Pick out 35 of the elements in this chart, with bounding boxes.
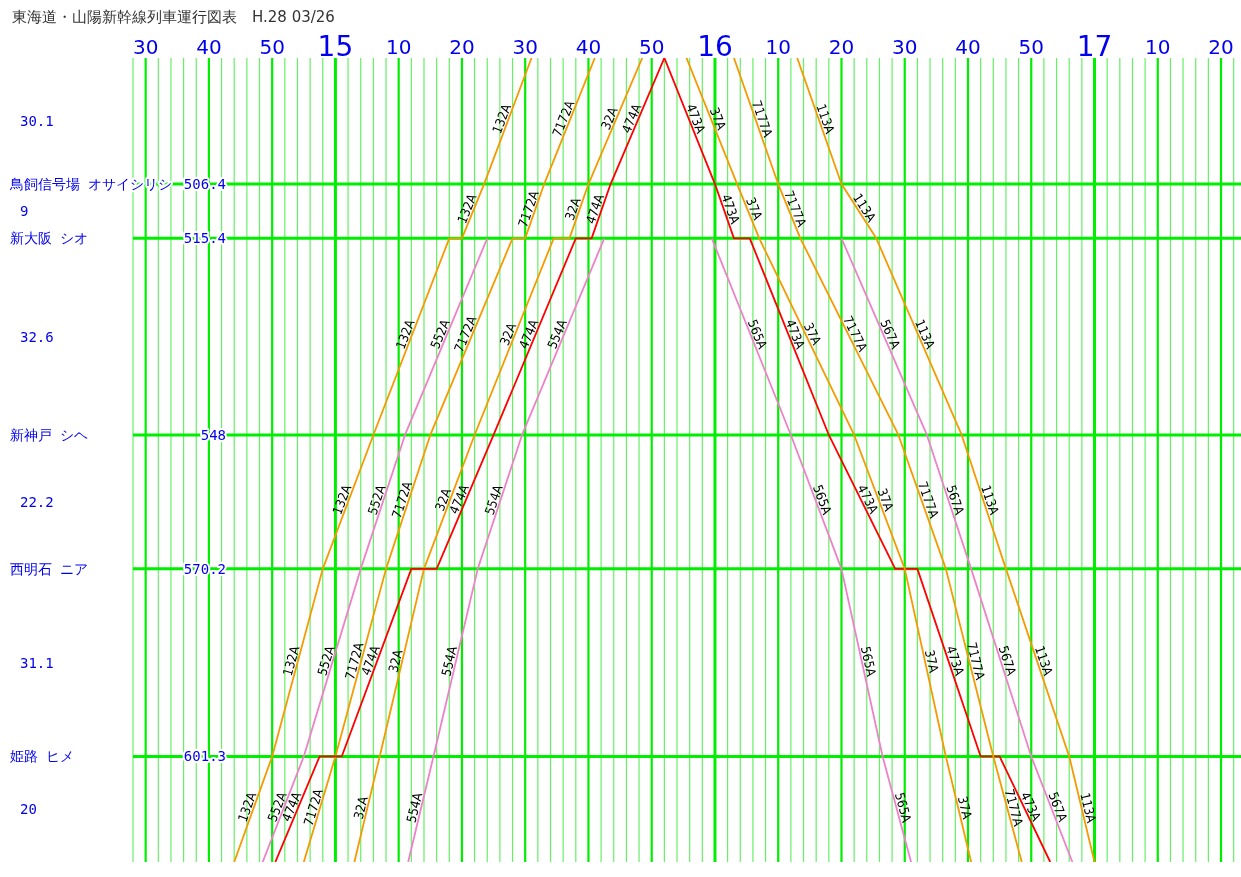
text: 31.1	[20, 654, 54, 671]
x-tick-label: 40	[955, 35, 981, 59]
x-tick-label: 30	[892, 35, 918, 59]
text: 37A	[742, 195, 766, 223]
x-tick-label: 20	[449, 35, 475, 59]
x-tick-label: 20	[828, 35, 855, 59]
text: 37A	[706, 105, 730, 133]
x-tick-label: 20	[1208, 35, 1234, 59]
x-tick-label: 10	[385, 35, 412, 59]
chart-title: 東海道・山陽新幹線列車運行図表 H.28 03/26	[12, 8, 335, 26]
x-tick-label: 30	[132, 35, 159, 59]
x-tick-label: 30	[512, 35, 538, 59]
x-tick-label: 50	[1018, 35, 1044, 59]
x-tick-label: 50	[259, 35, 285, 59]
text: 37A	[921, 648, 942, 675]
y-tick-label: 506.4	[183, 176, 226, 193]
text: 20	[20, 801, 37, 818]
text: 22.2	[20, 493, 54, 510]
y-tick-label: 548	[200, 426, 226, 443]
x-tick-label: 40	[196, 35, 222, 59]
text: 新大阪 シオ	[10, 230, 89, 247]
x-tick-label: 40	[575, 35, 602, 59]
x-tick-label: 50	[638, 35, 665, 59]
text: 32.6	[20, 328, 54, 345]
text: 473A	[683, 101, 709, 136]
text: 新神戸 シヘ	[10, 426, 89, 443]
text: 30.1	[20, 113, 54, 130]
text: 37A	[954, 794, 975, 821]
x-tick-label: 16	[697, 30, 733, 63]
x-tick-label: 10	[765, 35, 791, 59]
text: 9	[20, 203, 29, 220]
text: 姫路 ヒメ	[10, 748, 75, 765]
text: 西明石 ニア	[10, 560, 89, 577]
text: 473A	[943, 643, 968, 678]
x-tick-label: 10	[1145, 35, 1171, 59]
